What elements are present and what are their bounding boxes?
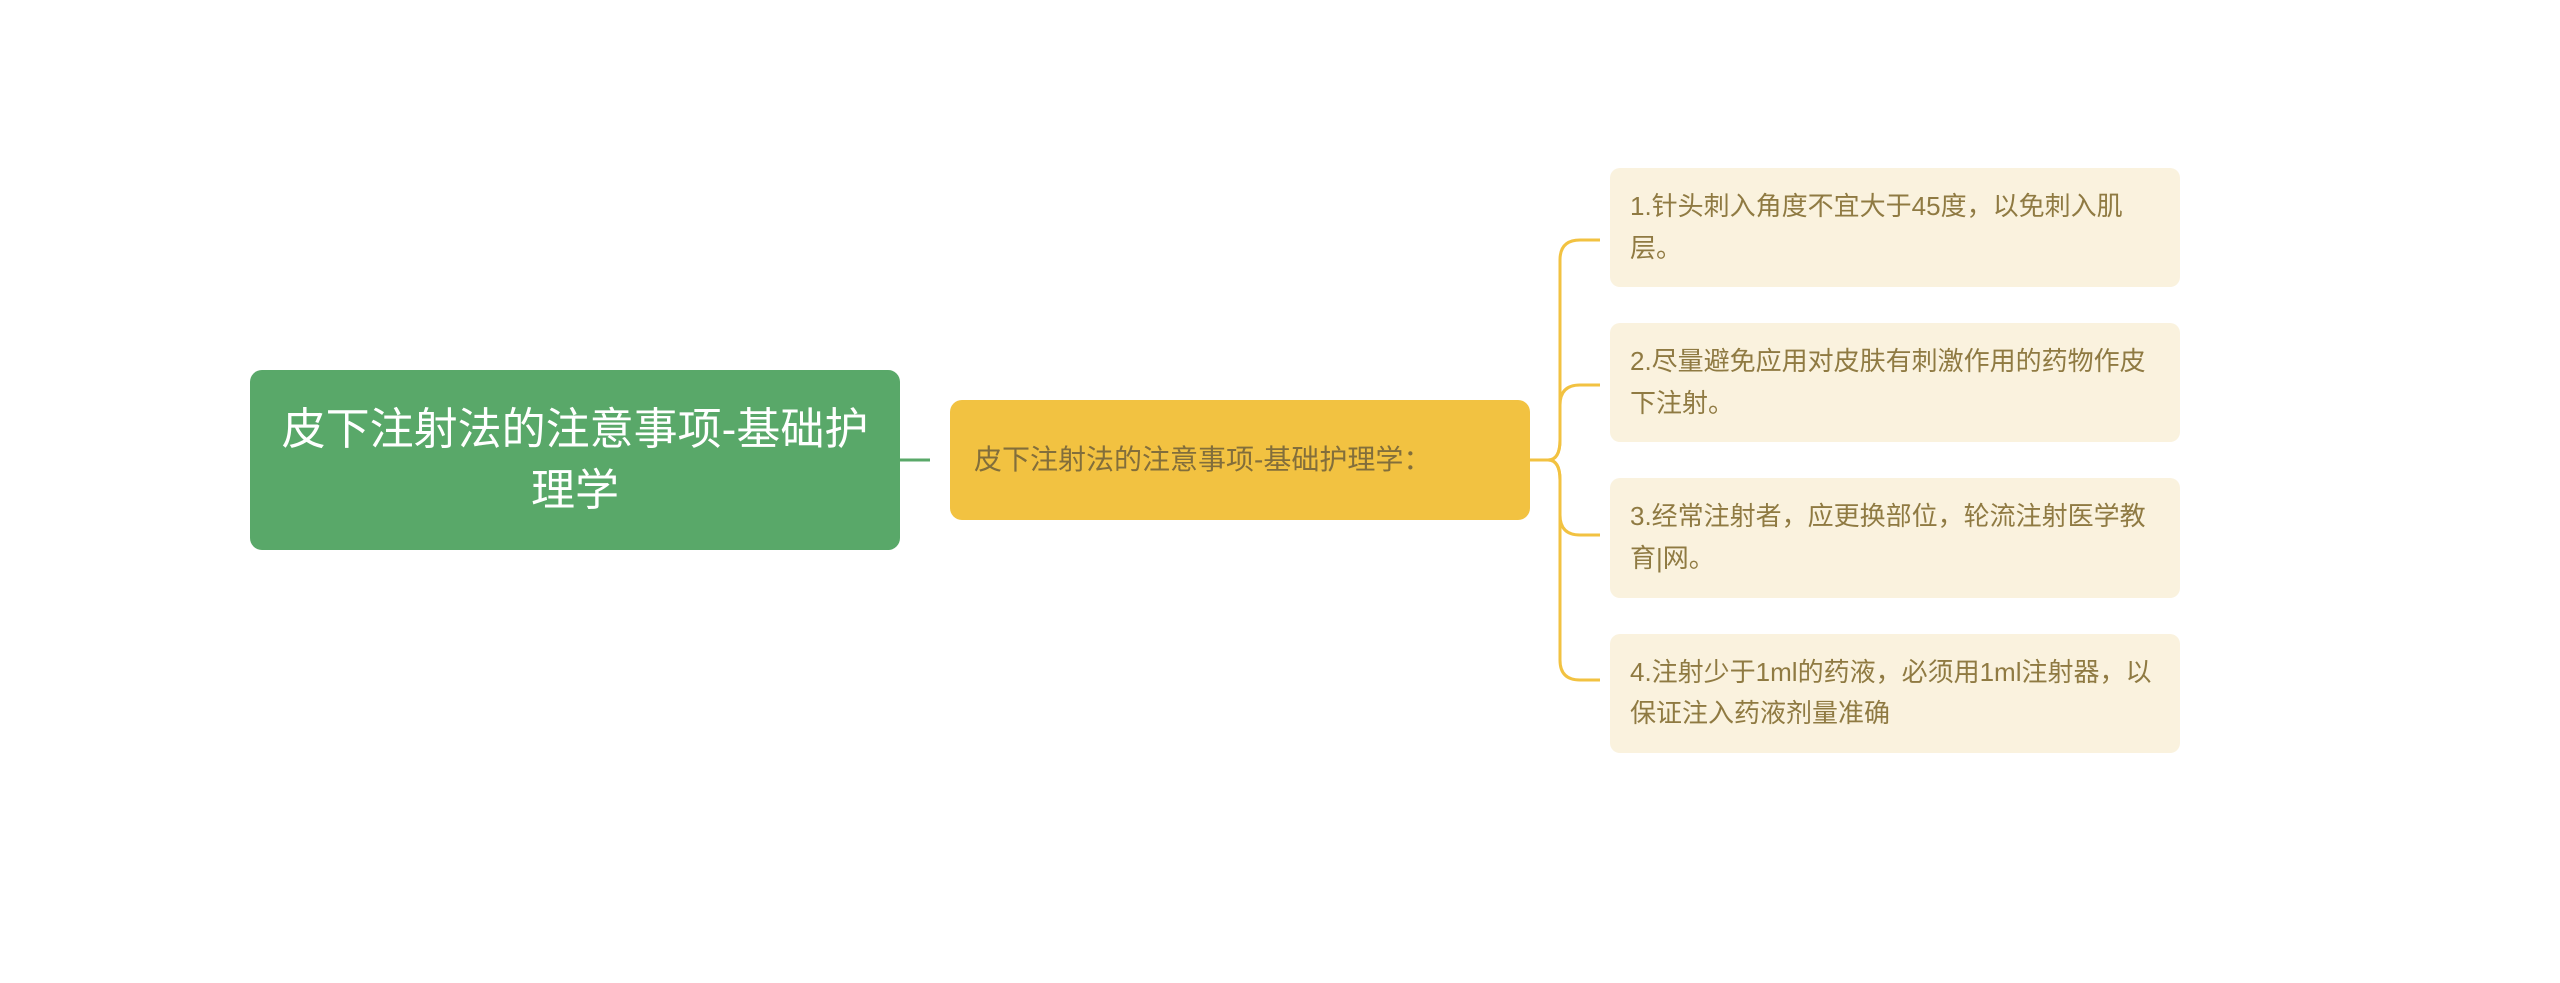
level2-item-3[interactable]: 3.经常注射者，应更换部位，轮流注射医学教育|网。 <box>1610 478 2180 597</box>
level2-container: 1.针头刺入角度不宜大于45度，以免刺入肌层。 2.尽量避免应用对皮肤有刺激作用… <box>1610 150 2180 771</box>
connector-l1-l2 <box>1530 180 1600 740</box>
level2-item-4[interactable]: 4.注射少于1ml的药液，必须用1ml注射器，以保证注入药液剂量准确 <box>1610 634 2180 753</box>
connector-root-l1 <box>900 455 930 465</box>
level2-item-2[interactable]: 2.尽量避免应用对皮肤有刺激作用的药物作皮下注射。 <box>1610 323 2180 442</box>
level1-container: 皮下注射法的注意事项-基础护理学： 1.针头刺入角度不宜大于45度，以免刺入肌层… <box>950 150 2180 771</box>
root-node[interactable]: 皮下注射法的注意事项-基础护理学 <box>250 370 900 550</box>
mindmap-container: 皮下注射法的注意事项-基础护理学 皮下注射法的注意事项-基础护理学： 1.针头刺… <box>250 150 2180 771</box>
level1-node[interactable]: 皮下注射法的注意事项-基础护理学： <box>950 400 1530 520</box>
level2-item-1[interactable]: 1.针头刺入角度不宜大于45度，以免刺入肌层。 <box>1610 168 2180 287</box>
